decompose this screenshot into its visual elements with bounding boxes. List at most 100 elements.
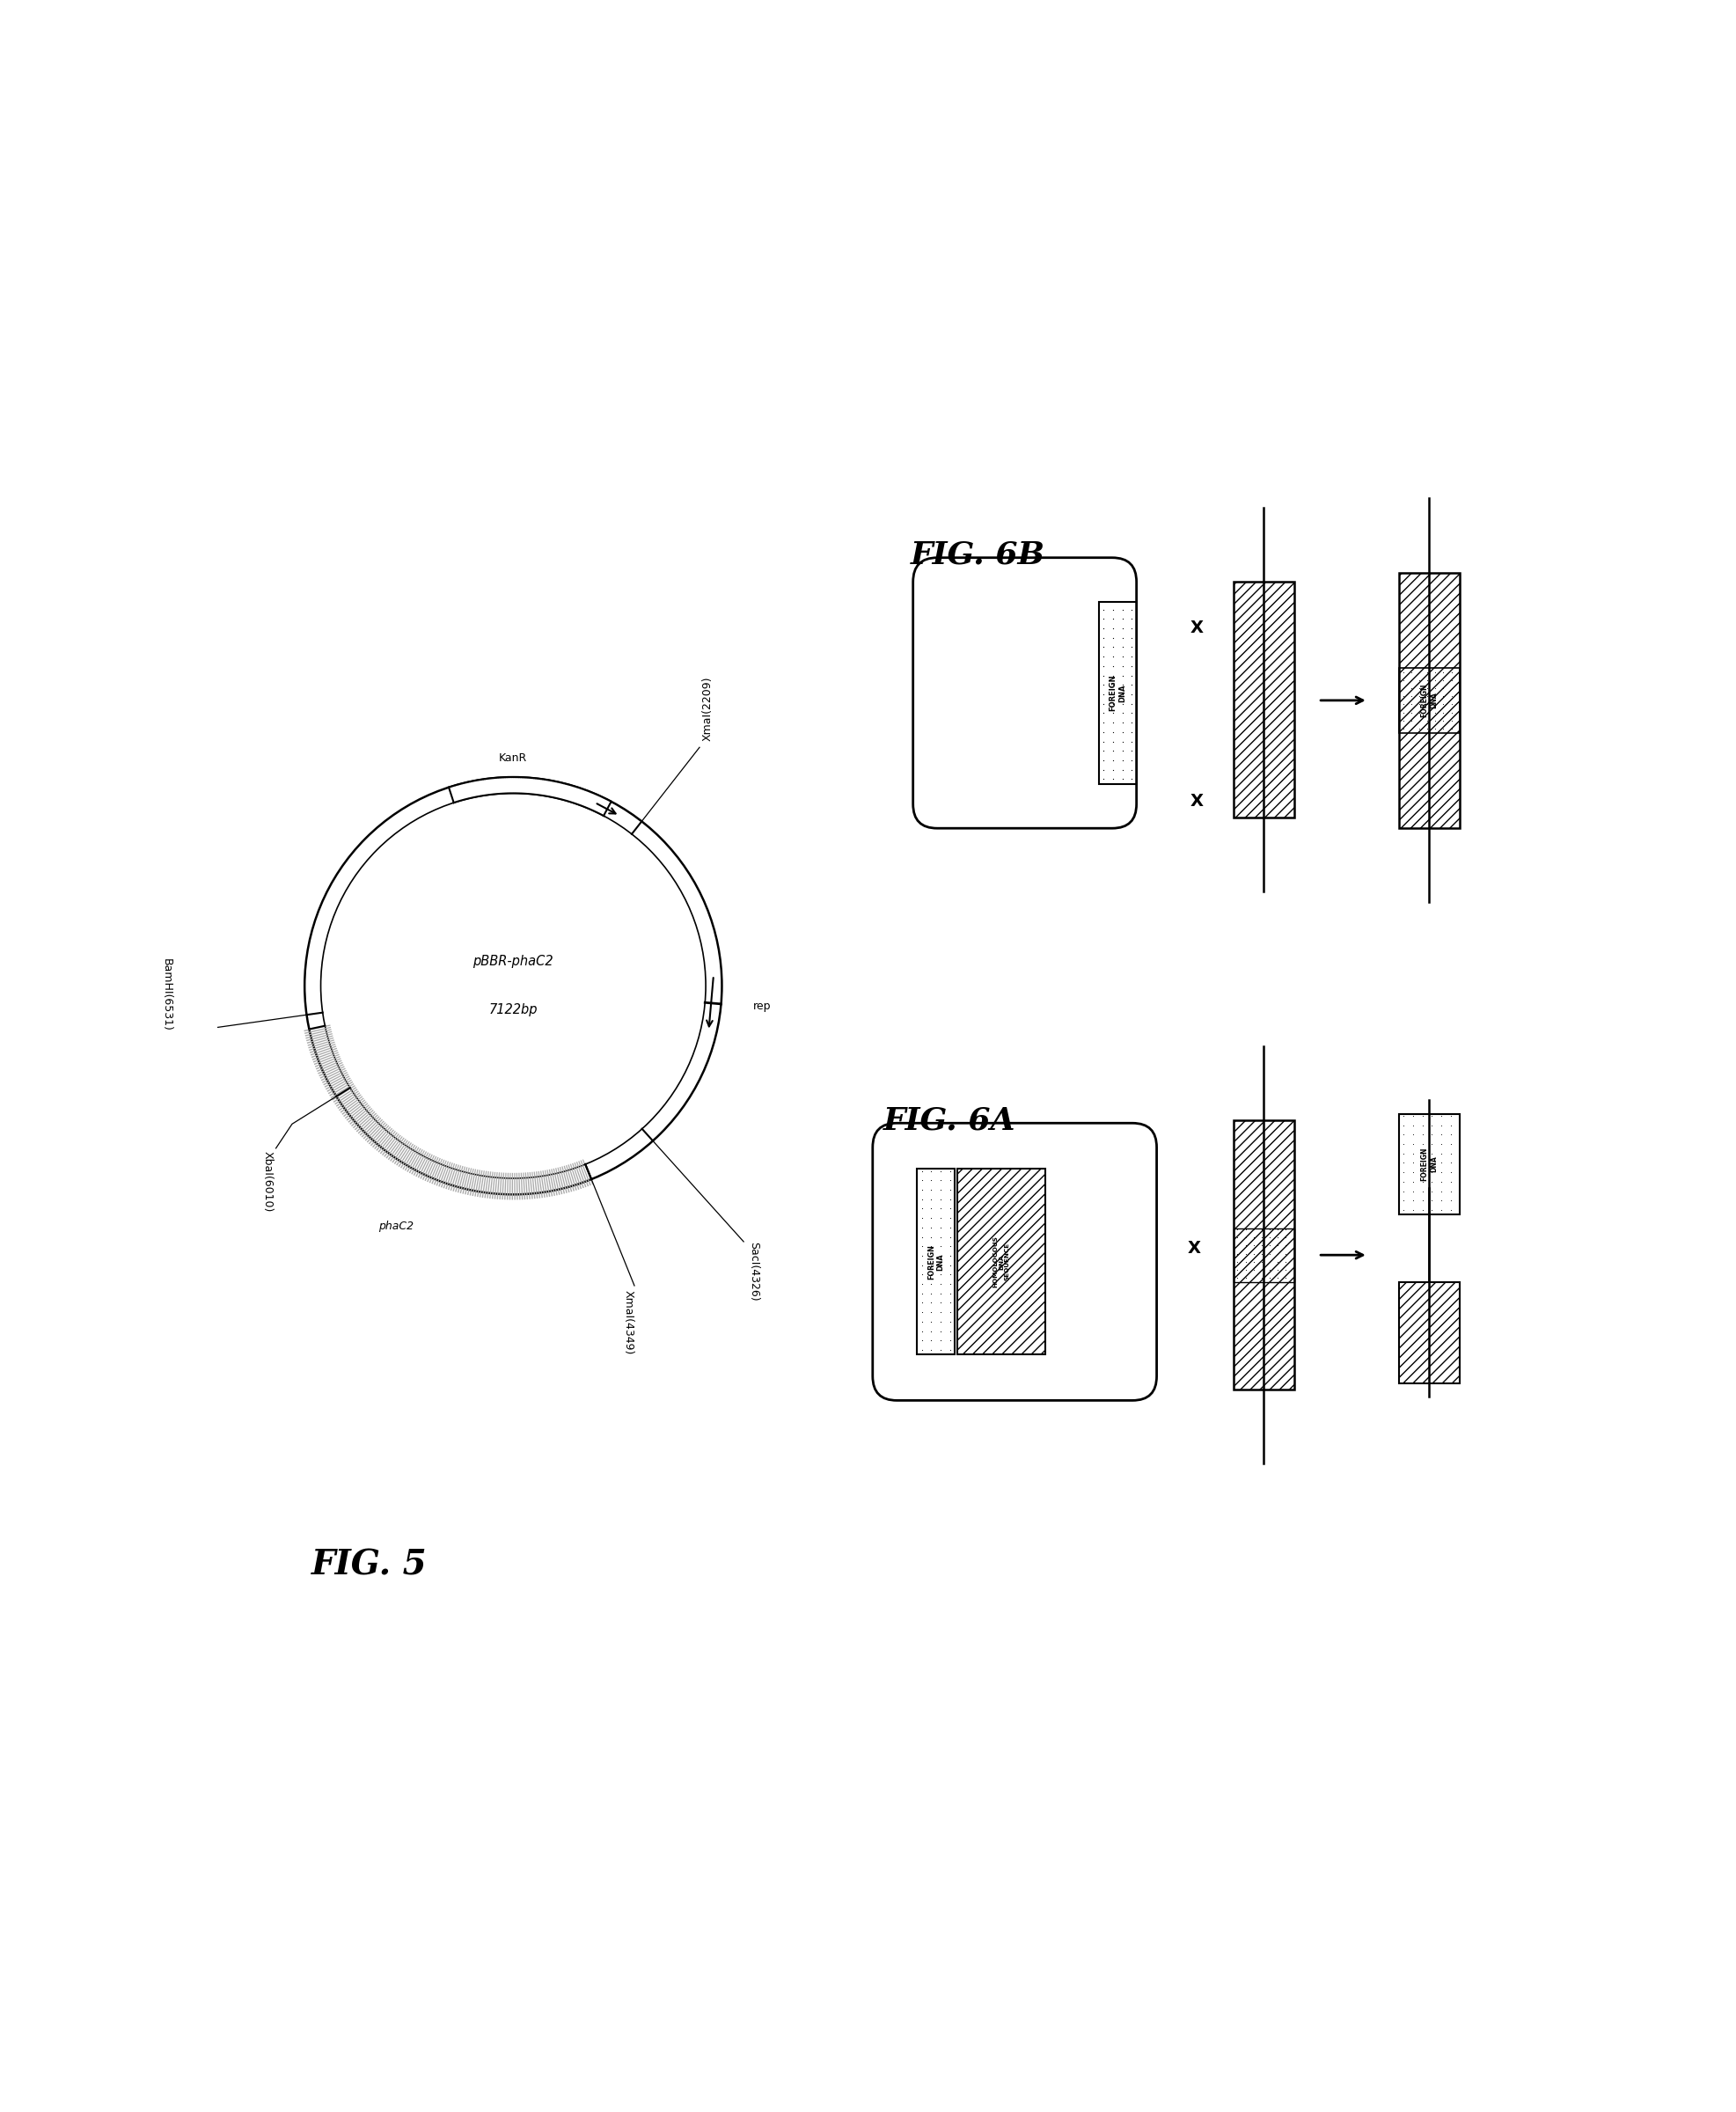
Polygon shape	[503, 777, 505, 794]
Polygon shape	[457, 1166, 465, 1193]
Polygon shape	[453, 786, 460, 800]
Polygon shape	[450, 1164, 458, 1191]
Polygon shape	[306, 1031, 332, 1039]
Polygon shape	[321, 1069, 345, 1081]
Polygon shape	[488, 779, 491, 794]
Polygon shape	[545, 779, 549, 796]
Text: FOREIGN
DNA: FOREIGN DNA	[1420, 684, 1437, 718]
Polygon shape	[460, 1168, 467, 1193]
Polygon shape	[590, 794, 599, 811]
Polygon shape	[477, 779, 483, 796]
Polygon shape	[503, 1172, 507, 1200]
Polygon shape	[448, 788, 455, 803]
Polygon shape	[361, 1117, 380, 1138]
Polygon shape	[484, 1172, 490, 1198]
Polygon shape	[394, 1140, 410, 1164]
Polygon shape	[562, 784, 569, 800]
Polygon shape	[314, 1054, 339, 1064]
Polygon shape	[429, 1157, 441, 1183]
Polygon shape	[455, 1166, 464, 1191]
Text: XbaI(6010): XbaI(6010)	[262, 1151, 273, 1212]
Polygon shape	[330, 1081, 352, 1096]
Polygon shape	[556, 781, 561, 798]
Polygon shape	[529, 777, 531, 794]
Polygon shape	[599, 798, 608, 815]
Bar	[1099, 602, 1135, 784]
Bar	[1397, 1113, 1458, 1214]
Text: FOREIGN
DNA: FOREIGN DNA	[1109, 674, 1125, 712]
Polygon shape	[576, 788, 583, 805]
Polygon shape	[521, 777, 524, 794]
Polygon shape	[481, 779, 486, 796]
Bar	[1397, 667, 1458, 733]
Polygon shape	[575, 788, 582, 805]
Polygon shape	[564, 1166, 571, 1191]
Polygon shape	[585, 792, 592, 807]
Polygon shape	[569, 1164, 580, 1189]
Polygon shape	[377, 1130, 394, 1151]
Polygon shape	[491, 1172, 495, 1200]
Text: phaC2: phaC2	[378, 1221, 413, 1231]
Polygon shape	[378, 1130, 396, 1153]
Polygon shape	[363, 1119, 382, 1138]
Polygon shape	[486, 1172, 491, 1198]
Text: FOREIGN
DNA: FOREIGN DNA	[927, 1244, 944, 1280]
Polygon shape	[311, 1048, 337, 1058]
Polygon shape	[344, 1100, 365, 1117]
Polygon shape	[474, 779, 479, 796]
Polygon shape	[359, 1115, 380, 1136]
Polygon shape	[415, 1153, 429, 1176]
Polygon shape	[307, 1039, 333, 1048]
Polygon shape	[592, 796, 601, 811]
Polygon shape	[564, 786, 569, 800]
Polygon shape	[519, 1172, 521, 1200]
Polygon shape	[476, 779, 481, 796]
Polygon shape	[356, 1113, 377, 1132]
Polygon shape	[479, 779, 484, 796]
FancyBboxPatch shape	[871, 1124, 1156, 1400]
Polygon shape	[519, 777, 523, 794]
Polygon shape	[542, 1170, 547, 1198]
Polygon shape	[479, 1170, 484, 1198]
Polygon shape	[422, 1155, 434, 1181]
Polygon shape	[321, 1071, 347, 1083]
Polygon shape	[507, 777, 509, 794]
Polygon shape	[573, 788, 580, 803]
Polygon shape	[404, 1147, 418, 1170]
Text: 7122bp: 7122bp	[488, 1003, 538, 1016]
Polygon shape	[309, 1043, 335, 1054]
Polygon shape	[509, 777, 510, 794]
Polygon shape	[538, 1172, 543, 1198]
Polygon shape	[462, 1168, 469, 1193]
Polygon shape	[345, 1102, 368, 1121]
Polygon shape	[490, 777, 493, 794]
Polygon shape	[521, 1172, 523, 1200]
Polygon shape	[542, 779, 545, 796]
Polygon shape	[550, 781, 556, 798]
Text: HOMOLOGOUS
DNA
SEQUENCE: HOMOLOGOUS DNA SEQUENCE	[991, 1236, 1010, 1288]
Text: FIG. 6B: FIG. 6B	[910, 541, 1045, 570]
Polygon shape	[358, 1115, 378, 1134]
Polygon shape	[595, 796, 604, 813]
Polygon shape	[582, 1159, 594, 1185]
Polygon shape	[326, 1077, 351, 1092]
Polygon shape	[557, 1168, 564, 1193]
Text: pBBR-phaC2: pBBR-phaC2	[472, 955, 554, 967]
Polygon shape	[325, 1073, 349, 1088]
Polygon shape	[372, 1126, 391, 1147]
Polygon shape	[566, 1166, 575, 1191]
Polygon shape	[349, 1107, 370, 1124]
Polygon shape	[566, 786, 571, 800]
Polygon shape	[549, 781, 554, 796]
Polygon shape	[517, 777, 521, 794]
Polygon shape	[448, 1164, 457, 1189]
Polygon shape	[370, 1126, 389, 1147]
Polygon shape	[399, 1145, 415, 1168]
Polygon shape	[583, 792, 590, 807]
Polygon shape	[316, 1058, 340, 1069]
Polygon shape	[533, 777, 535, 794]
Bar	[1397, 572, 1458, 828]
Text: FIG. 5: FIG. 5	[311, 1548, 427, 1582]
Polygon shape	[424, 1155, 436, 1181]
Polygon shape	[524, 1172, 528, 1200]
